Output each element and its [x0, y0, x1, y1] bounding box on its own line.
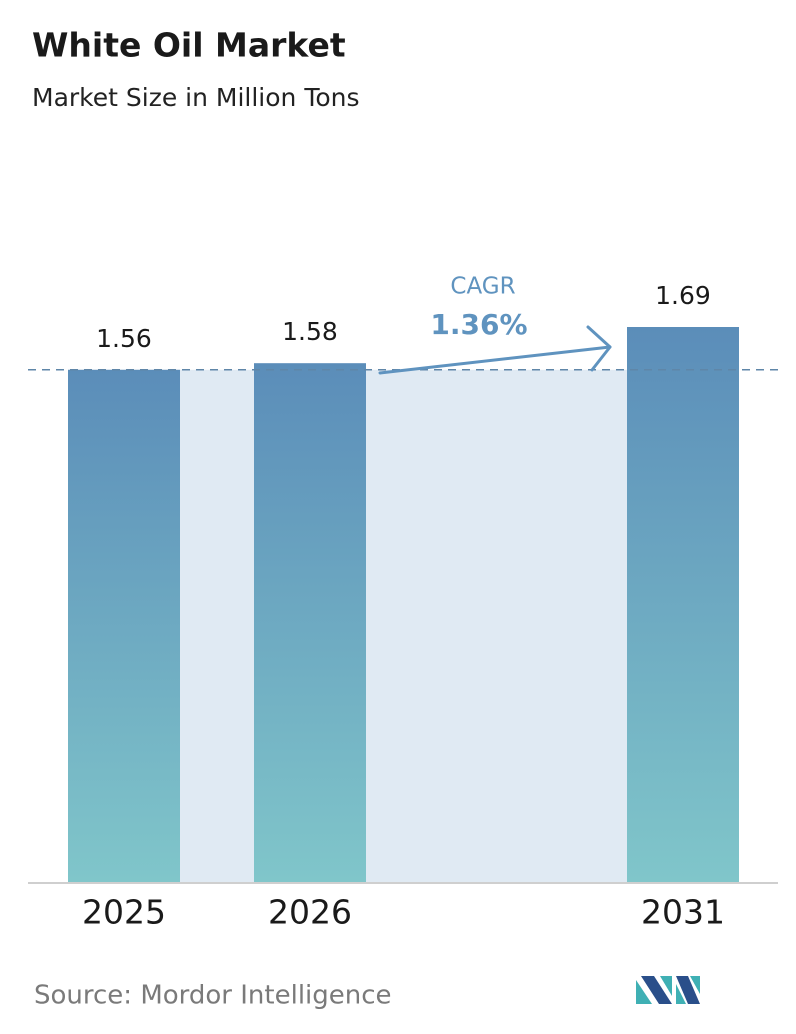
cagr-arrow — [378, 325, 612, 375]
x-tick-label: 2031 — [641, 893, 725, 932]
bar — [254, 363, 366, 884]
value-label: 1.58 — [282, 317, 338, 346]
bar — [627, 327, 739, 883]
cagr-value: 1.36% — [430, 308, 527, 341]
value-label: 1.69 — [655, 281, 711, 310]
logo — [636, 976, 700, 1004]
x-tick-label: 2026 — [268, 893, 352, 932]
chart-subtitle: Market Size in Million Tons — [32, 83, 360, 112]
source: Source: Mordor Intelligence — [34, 981, 392, 1011]
chart-title: White Oil Market — [32, 26, 346, 65]
bar — [68, 369, 180, 883]
plot-area: 1.56 2025 1.58 2026 1.69 2031 — [28, 281, 780, 932]
cagr-label: CAGR — [450, 274, 515, 300]
x-tick-label: 2025 — [82, 893, 166, 932]
value-label: 1.56 — [96, 324, 152, 353]
